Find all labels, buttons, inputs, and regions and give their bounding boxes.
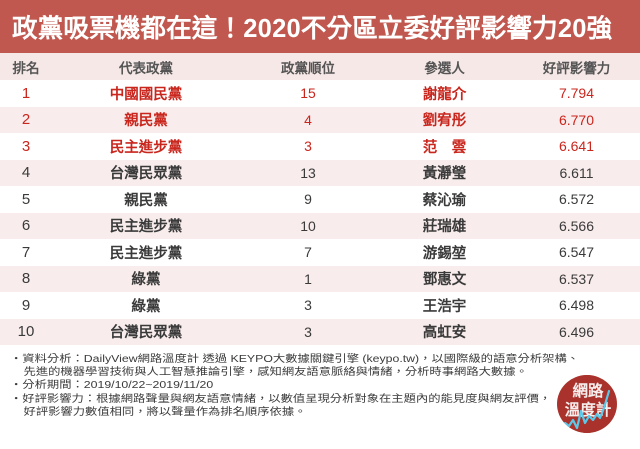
- svg-text:網路: 網路: [572, 381, 604, 400]
